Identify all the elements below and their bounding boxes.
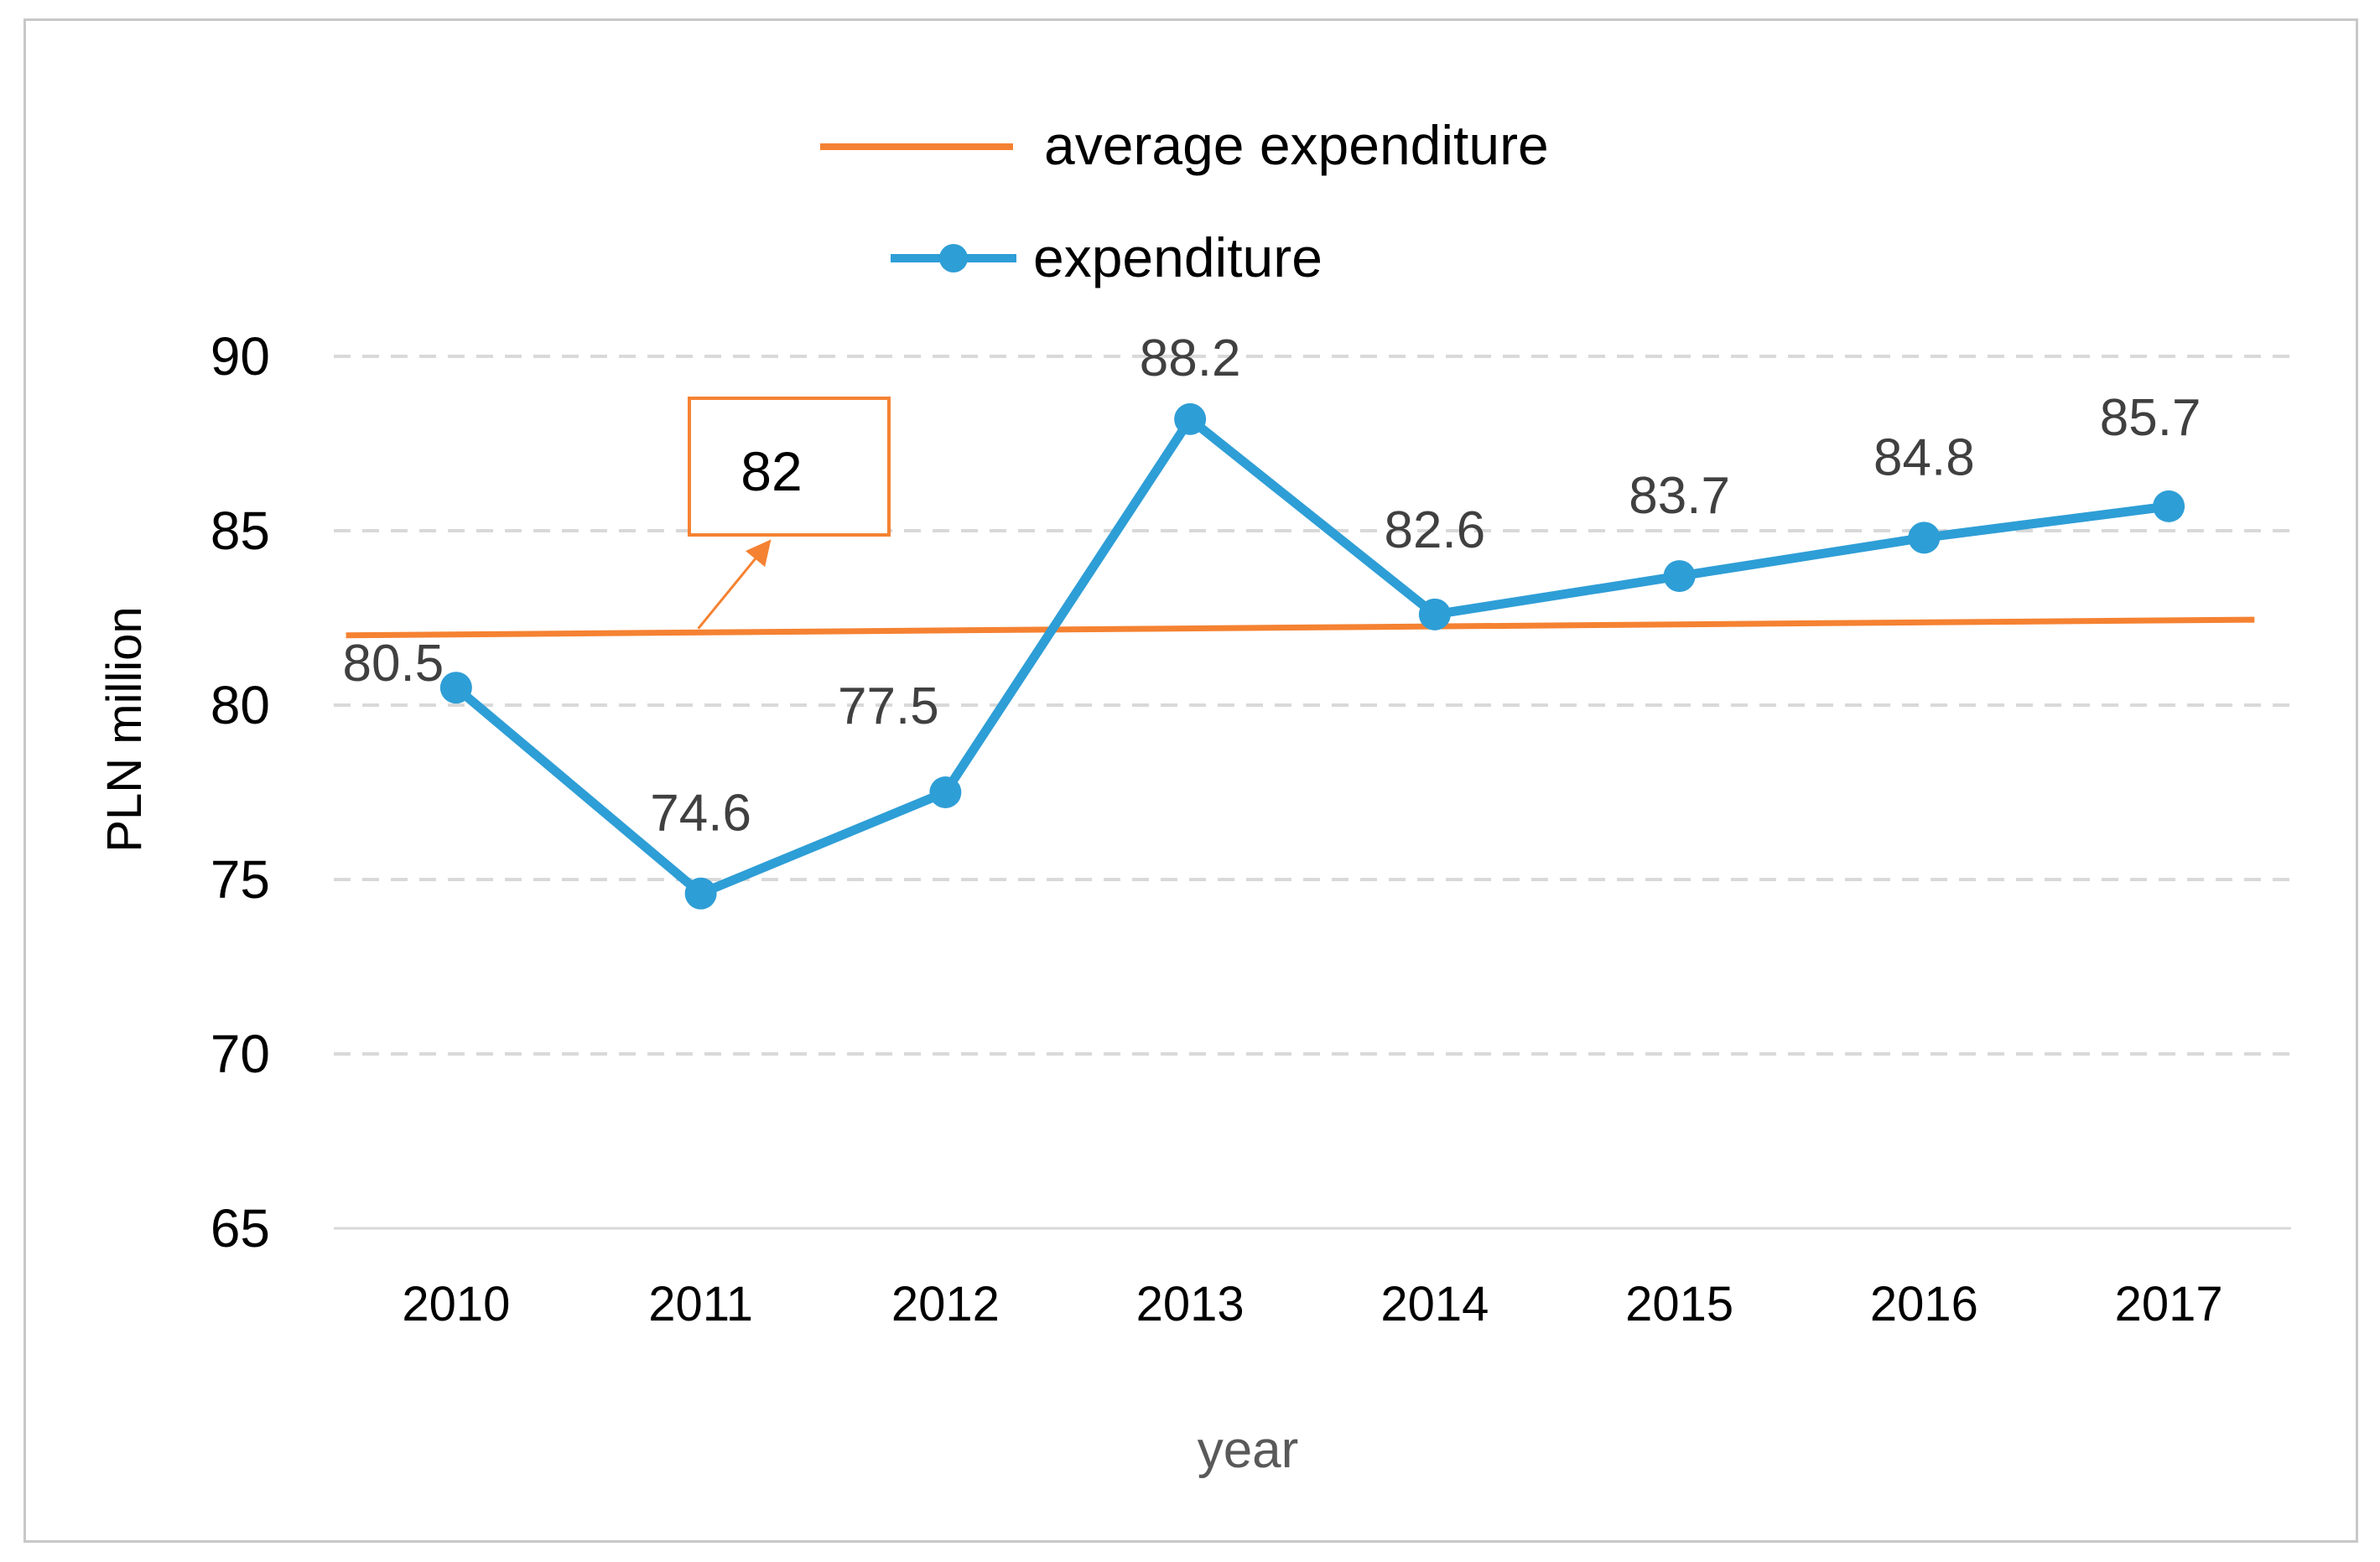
callout-value: 82	[741, 440, 802, 502]
legend-label-expenditure: expenditure	[1033, 226, 1323, 288]
data-label-2012: 77.5	[838, 677, 939, 735]
expenditure-point-2011	[684, 877, 717, 910]
data-label-2015: 83.7	[1629, 467, 1730, 525]
legend-label-average: average expenditure	[1044, 114, 1549, 176]
x-tick-label-2011: 2011	[648, 1277, 753, 1331]
x-axis-ticks: 2010 2011 2012 2013 2014 2015 2016 2017	[402, 1277, 2222, 1331]
y-tick-label-70: 70	[210, 1024, 270, 1084]
data-label-2017: 85.7	[2100, 389, 2201, 447]
x-tick-label-2016: 2016	[1870, 1277, 1978, 1331]
x-tick-label-2010: 2010	[402, 1277, 510, 1331]
data-label-2011: 74.6	[650, 785, 751, 843]
expenditure-point-2017	[2153, 490, 2185, 522]
callout-box	[688, 397, 891, 537]
x-axis-title: year	[1198, 1421, 1299, 1479]
data-label-2014: 82.6	[1385, 501, 1486, 559]
x-tick-label-2015: 2015	[1625, 1277, 1733, 1331]
x-tick-label-2013: 2013	[1136, 1277, 1245, 1331]
expenditure-point-2014	[1418, 598, 1451, 631]
expenditure-point-2012	[929, 776, 962, 808]
x-tick-label-2017: 2017	[2115, 1277, 2223, 1331]
expenditure-point-2016	[1908, 522, 1941, 554]
callout-arrow	[697, 539, 772, 630]
gridlines	[334, 355, 2291, 1056]
data-label-2010: 80.5	[343, 635, 444, 693]
y-tick-label-80: 80	[210, 675, 270, 735]
average-expenditure-line	[346, 616, 2255, 639]
data-label-2016: 84.8	[1873, 428, 1975, 486]
average-callout: 82	[688, 397, 891, 630]
expenditure-point-2010	[439, 672, 472, 704]
legend-marker-expenditure	[939, 244, 968, 272]
y-tick-label-85: 85	[210, 501, 270, 561]
x-tick-label-2014: 2014	[1380, 1277, 1489, 1331]
y-tick-label-65: 65	[210, 1198, 270, 1258]
y-axis-title: PLN million	[97, 606, 152, 852]
legend: average expenditure expenditure	[820, 114, 1549, 288]
expenditure-point-2013	[1174, 402, 1207, 435]
chart-frame	[23, 18, 2358, 1543]
expenditure-line	[453, 414, 2170, 899]
expenditure-point-2015	[1663, 560, 1696, 593]
expenditure-series: 80.5 74.6 77.5 88.2 82.6 83.7 84.8 85.7	[343, 330, 2201, 910]
y-tick-label-75: 75	[210, 849, 270, 910]
data-label-2013: 88.2	[1140, 330, 1241, 387]
x-tick-label-2012: 2012	[891, 1277, 1000, 1331]
y-tick-label-90: 90	[210, 326, 270, 387]
y-axis-ticks: 90 85 80 75 70 65	[210, 326, 270, 1258]
